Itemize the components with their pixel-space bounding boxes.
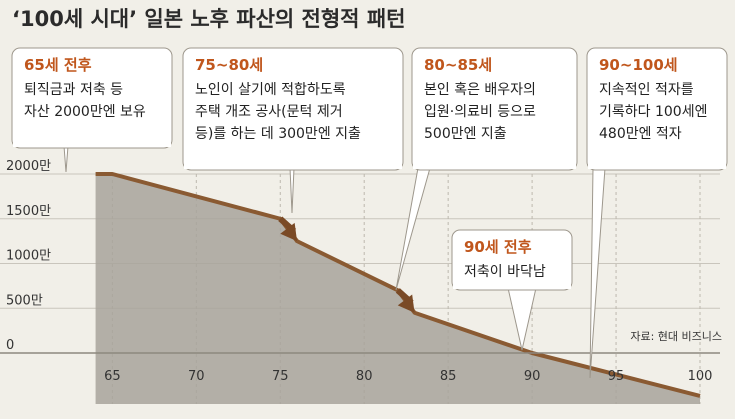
callout-heading: 90~100세 — [599, 56, 678, 74]
source-label: 자료: 현대 비즈니스 — [630, 330, 722, 343]
callout-box — [411, 47, 578, 171]
callout-pointer — [63, 145, 69, 173]
callout-line: 자산 2000만엔 보유 — [24, 104, 146, 120]
callout-box-mask — [453, 284, 571, 289]
callout-line: 본인 혹은 배우자의 — [424, 82, 536, 98]
x-tick-label: 90 — [524, 369, 541, 384]
callout-line: 퇴직금과 저축 등 — [24, 82, 123, 98]
callout-box — [451, 229, 573, 291]
callout-line: 기록하다 100세엔 — [599, 104, 707, 120]
chart-title: ‘100세 시대’ 일본 노후 파산의 전형적 패턴 — [12, 7, 405, 31]
y-tick-label: 1000만 — [6, 249, 51, 264]
callout-heading: 90세 전후 — [464, 238, 532, 256]
y-tick-label: 1500만 — [6, 204, 51, 219]
callout-heading: 75~80세 — [195, 56, 263, 74]
drop-arrow — [395, 288, 415, 313]
series-line — [95, 172, 701, 398]
x-tick-label: 75 — [272, 369, 289, 384]
drop-arrow-head — [397, 294, 415, 313]
callout-box-mask — [184, 164, 402, 169]
callout-box — [182, 47, 404, 171]
y-tick-label: 0 — [6, 338, 14, 353]
callout-line: 480만엔 적자 — [599, 126, 682, 142]
drop-arrow — [278, 216, 298, 242]
x-tick-label: 95 — [608, 369, 625, 384]
callout-heading: 80~85세 — [424, 56, 492, 74]
callout-box — [11, 47, 173, 149]
x-tick-label: 65 — [104, 369, 121, 384]
callout-pointer — [289, 167, 295, 214]
callout-line: 등)를 하는 데 300만엔 지출 — [195, 126, 361, 142]
callout-box-mask — [588, 164, 726, 169]
callout-line: 지속적인 적자를 — [599, 82, 694, 98]
callout-box — [586, 47, 728, 171]
callout-pointer — [589, 167, 606, 379]
x-tick-label: 80 — [356, 369, 373, 384]
callout-line: 입원·의료비 등으로 — [424, 104, 536, 120]
axes: 2000만 1500만 1000만 500만 0 65 70 75 80 85 90 95 100 — [0, 159, 720, 384]
x-tick-label: 70 — [188, 369, 205, 384]
drop-arrow-head — [280, 222, 298, 242]
callout-line: 주택 개조 공사(문턱 제거 — [195, 104, 343, 120]
callout-heading: 65세 전후 — [24, 56, 92, 74]
callout-box-mask — [13, 142, 171, 147]
y-tick-label: 500만 — [6, 293, 43, 308]
y-tick-label: 2000만 — [6, 159, 51, 174]
x-tick-label: 100 — [688, 369, 713, 384]
callout-line: 500만엔 지출 — [424, 126, 507, 142]
callout-line: 저축이 바닥남 — [464, 264, 546, 280]
callout-pointer — [395, 167, 431, 291]
x-tick-label: 85 — [440, 369, 457, 384]
area-fill — [95, 174, 700, 404]
callout-line: 노인이 살기에 적합하도록 — [195, 82, 346, 98]
callout-box-mask — [413, 164, 576, 169]
